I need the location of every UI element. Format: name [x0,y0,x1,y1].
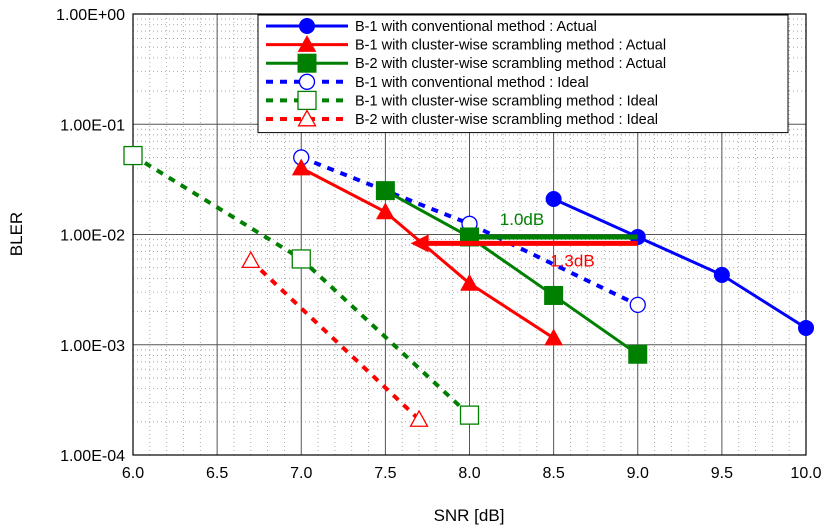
annotation-1: 1.3dB [410,234,638,270]
data-point [460,273,479,291]
legend-entry-3: B-1 with conventional method : Ideal [266,73,589,91]
data-point [545,190,562,207]
data-point [798,319,814,336]
y-tick-label: 1.00E+00 [56,7,125,24]
data-point [376,202,395,220]
legend-box [257,14,789,134]
y-axis-label: BLER [7,212,26,256]
legend-entry-1: B-1 with cluster-wise scrambling method … [266,35,666,54]
legend-marker [297,53,317,73]
legend-entry-2: B-2 with cluster-wise scrambling method … [266,53,666,73]
x-tick-label: 8.5 [543,465,565,482]
legend-marker [298,73,316,90]
y-tick-label: 1.00E-04 [60,448,125,465]
data-point [241,250,261,269]
legend-label: B-2 with cluster-wise scrambling method … [355,112,658,128]
x-tick-label: 10.0 [790,465,821,482]
data-point [409,409,429,427]
legend: B-1 with conventional method : Actual B-1… [257,14,789,134]
legend-marker [297,90,317,111]
legend-label: B-1 with conventional method : Ideal [355,75,589,91]
legend-label: B-1 with cluster-wise scrambling method … [355,93,658,109]
data-point [544,285,564,305]
y-tick-label: 1.00E-03 [60,338,125,355]
series [123,145,814,427]
data-point [459,405,480,425]
series-line [553,197,807,330]
y-tick-label: 1.00E-02 [60,228,125,245]
x-axis-label: SNR [dB] [434,506,505,525]
legend-marker [299,18,315,34]
series-line [249,259,421,421]
data-point [713,266,730,283]
tick-labels: 6.0 6.5 7.0 7.5 8.0 8.5 9.0 9.5 10.0 1.00E+00 1.00… [56,7,822,482]
data-point [123,145,143,166]
legend-entry-0: B-1 with conventional method : Actual [266,18,597,35]
legend-label: B-1 with conventional method : Actual [355,19,597,35]
data-point [291,249,311,269]
data-point [544,328,563,346]
annotation-label: 1.3dB [550,251,594,270]
x-tick-label: 7.5 [374,465,396,482]
series-5 [241,250,429,427]
legend-label: B-1 with cluster-wise scrambling method … [355,38,666,54]
annotation-label: 1.0dB [500,210,544,229]
x-tick-label: 6.0 [122,465,144,482]
series-line [300,166,555,340]
series-2 [375,181,648,364]
annotation-0: 1.0dB [461,210,638,246]
x-tick-label: 7.0 [290,465,312,482]
arrow-head [410,234,429,253]
data-point [629,296,646,314]
x-tick-label: 6.5 [206,465,228,482]
series-4 [123,145,480,425]
x-tick-label: 9.5 [711,465,733,482]
x-tick-label: 9.0 [627,465,649,482]
data-point [628,344,648,364]
series-1 [291,158,563,346]
data-point [291,158,311,176]
y-tick-label: 1.00E-01 [60,117,125,134]
series-line [300,155,639,307]
plot-frame [132,13,807,456]
legend-label: B-2 with cluster-wise scrambling method … [355,56,666,72]
legend-entry-5: B-2 with cluster-wise scrambling method … [266,109,658,128]
data-point [375,181,395,201]
x-tick-label: 8.0 [458,465,480,482]
legend-marker [297,109,317,127]
legend-marker [297,35,317,52]
series-line [384,189,639,356]
annotations: 1.0dB 1.3dB [410,210,638,270]
